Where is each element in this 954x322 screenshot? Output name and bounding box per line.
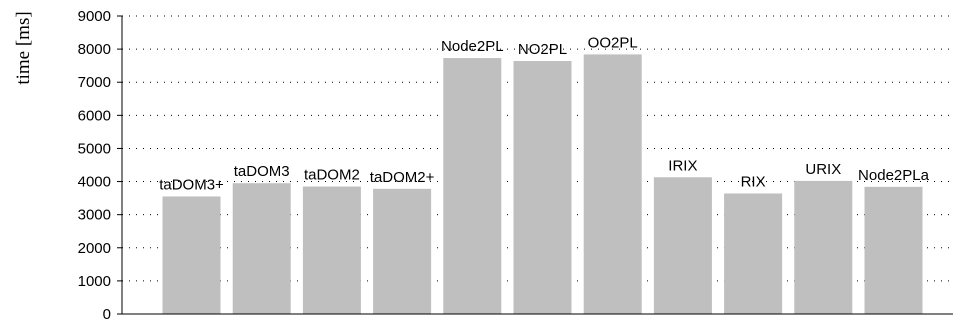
bar-label: taDOM3+ xyxy=(159,176,224,193)
bar-label: taDOM2 xyxy=(304,167,360,184)
bar-label: taDOM3 xyxy=(234,163,290,180)
bar-label: IRIX xyxy=(668,157,697,174)
bar-tadom3- xyxy=(162,196,221,314)
y-tick-label: 0 xyxy=(103,306,111,322)
bar-label: URIX xyxy=(805,161,841,178)
y-tick-label: 9000 xyxy=(78,8,111,25)
bar-irix xyxy=(653,177,712,314)
bar-tadom2- xyxy=(373,188,432,314)
axes xyxy=(117,15,953,315)
y-tick-labels: 0 1000 2000 3000 4000 5000 6000 7000 8000 9000 xyxy=(78,8,111,322)
y-tick-label: 5000 xyxy=(78,140,111,157)
bar-label: Node2PLa xyxy=(858,167,930,184)
bar-label: Node2PL xyxy=(441,38,504,55)
bar-node2pl xyxy=(443,58,502,314)
y-tick-label: 7000 xyxy=(78,74,111,91)
bar-labels: taDOM3+ taDOM3 taDOM2 taDOM2+ Node2PL NO2PL OO… xyxy=(159,34,929,193)
y-tick-label: 3000 xyxy=(78,207,111,224)
y-tick-label: 6000 xyxy=(78,107,111,124)
bar-tadom3 xyxy=(232,183,291,314)
bar-no2pl xyxy=(513,61,572,314)
bar-label: RIX xyxy=(741,173,766,190)
y-axis-title: time [ms] xyxy=(13,11,34,84)
y-tick-label: 8000 xyxy=(78,41,111,58)
bar-label: NO2PL xyxy=(518,41,567,58)
bar-label: taDOM2+ xyxy=(370,169,435,186)
bar-urix xyxy=(794,180,853,314)
y-tick-label: 2000 xyxy=(78,240,111,257)
bars xyxy=(162,54,923,315)
bar-tadom2 xyxy=(302,186,361,314)
bar-label: OO2PL xyxy=(588,34,638,51)
y-tick-label: 4000 xyxy=(78,174,111,191)
y-tick-label: 1000 xyxy=(78,273,111,290)
bar-oo2pl xyxy=(583,54,642,315)
bar-node2pla xyxy=(864,186,923,314)
bar-rix xyxy=(724,193,783,314)
